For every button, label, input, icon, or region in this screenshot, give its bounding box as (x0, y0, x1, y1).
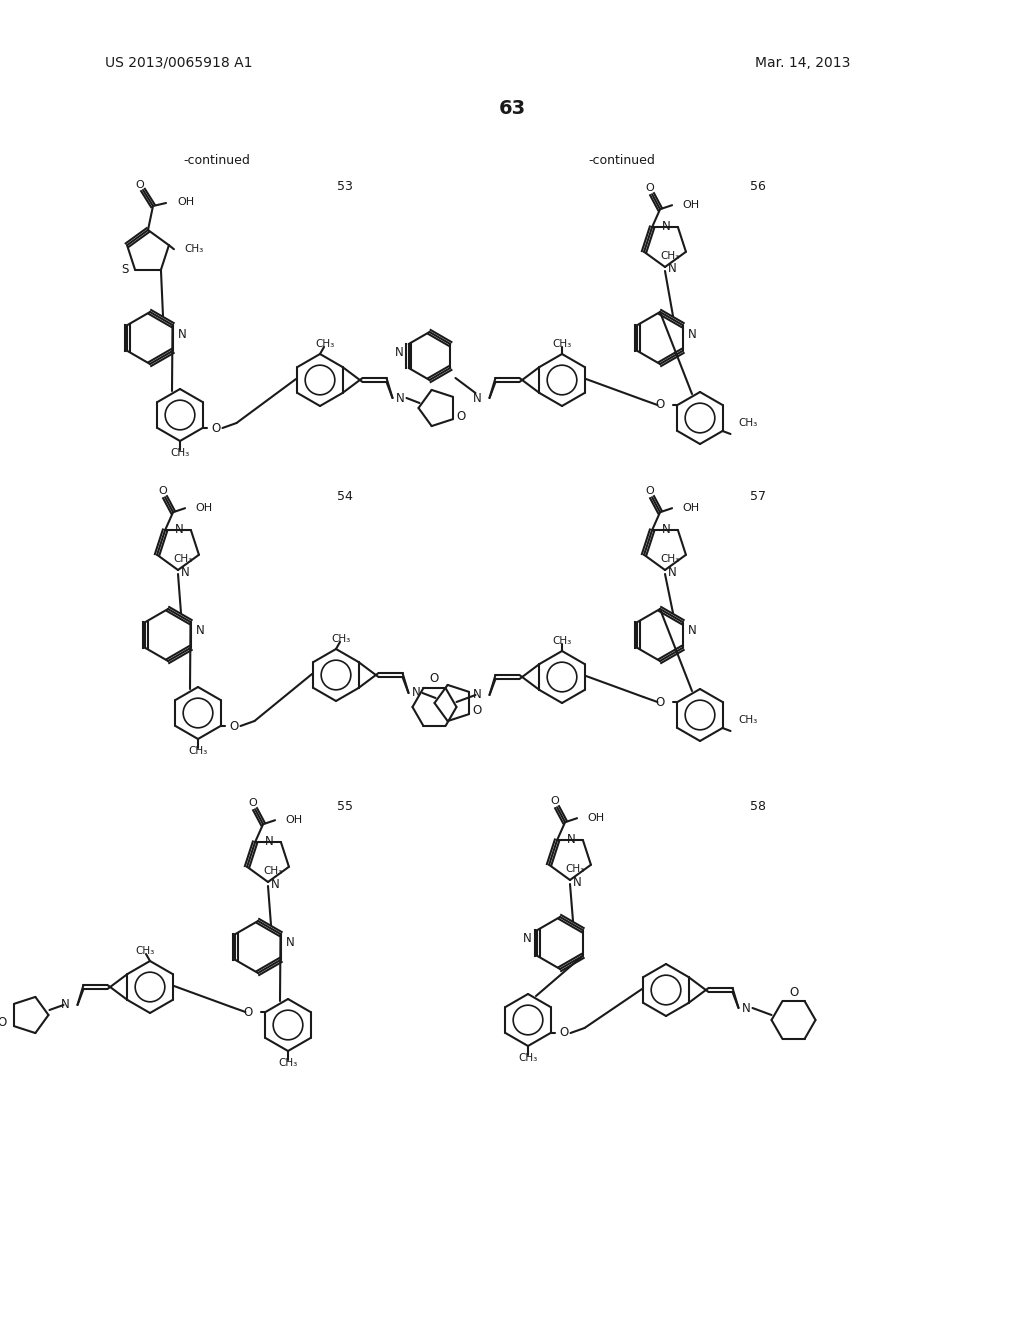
Text: N: N (196, 624, 205, 638)
Text: 53: 53 (337, 181, 353, 194)
Text: CH₃: CH₃ (552, 339, 571, 348)
Text: CH₃: CH₃ (552, 636, 571, 645)
Text: 58: 58 (750, 800, 766, 813)
Text: OH: OH (285, 816, 302, 825)
Text: O: O (0, 1016, 6, 1030)
Text: OH: OH (587, 813, 604, 824)
Text: CH₃: CH₃ (518, 1053, 538, 1063)
Text: US 2013/0065918 A1: US 2013/0065918 A1 (105, 55, 253, 70)
Text: CH₃: CH₃ (738, 715, 758, 725)
Text: O: O (249, 799, 257, 808)
Text: N: N (175, 523, 184, 536)
Text: N: N (286, 936, 295, 949)
Text: O: O (646, 486, 654, 496)
Text: N: N (180, 565, 189, 578)
Text: O: O (559, 1027, 568, 1040)
Text: 57: 57 (750, 490, 766, 503)
Text: O: O (551, 796, 559, 807)
Text: O: O (655, 399, 665, 412)
Text: OH: OH (177, 197, 195, 207)
Text: CH₃: CH₃ (170, 447, 189, 458)
Text: N: N (265, 834, 274, 847)
Text: O: O (229, 719, 239, 733)
Text: N: N (60, 998, 70, 1011)
Text: N: N (688, 327, 696, 341)
Text: 63: 63 (499, 99, 525, 117)
Text: CH₃: CH₃ (565, 863, 585, 874)
Text: N: N (572, 875, 582, 888)
Text: O: O (159, 486, 168, 496)
Text: 54: 54 (337, 490, 353, 503)
Text: N: N (742, 1002, 751, 1015)
Text: O: O (655, 696, 665, 709)
Text: CH₃: CH₃ (279, 1059, 298, 1068)
Text: O: O (646, 183, 654, 193)
Text: -continued: -continued (589, 153, 655, 166)
Text: CH₃: CH₃ (173, 554, 193, 564)
Text: CH₃: CH₃ (738, 418, 758, 428)
Text: N: N (394, 346, 403, 359)
Text: CH₃: CH₃ (315, 339, 335, 348)
Text: OH: OH (195, 503, 212, 513)
Text: N: N (396, 392, 404, 404)
Text: CH₃: CH₃ (660, 554, 679, 564)
Text: N: N (668, 565, 677, 578)
Text: OH: OH (682, 503, 699, 513)
Text: N: N (270, 878, 280, 891)
Text: O: O (456, 409, 465, 422)
Text: CH₃: CH₃ (188, 746, 208, 756)
Text: N: N (473, 392, 481, 404)
Text: N: N (688, 624, 696, 638)
Text: O: O (244, 1006, 253, 1019)
Text: O: O (472, 705, 481, 718)
Text: CH₃: CH₃ (660, 251, 679, 261)
Text: OH: OH (682, 201, 699, 210)
Text: N: N (473, 689, 481, 701)
Text: N: N (663, 523, 671, 536)
Text: S: S (122, 263, 129, 276)
Text: N: N (663, 219, 671, 232)
Text: O: O (135, 180, 144, 190)
Text: CH₃: CH₃ (263, 866, 283, 875)
Text: N: N (523, 932, 532, 945)
Text: 55: 55 (337, 800, 353, 813)
Text: 56: 56 (750, 181, 766, 194)
Text: CH₃: CH₃ (184, 244, 203, 255)
Text: N: N (668, 263, 677, 276)
Text: N: N (178, 327, 186, 341)
Text: O: O (430, 672, 439, 685)
Text: O: O (211, 421, 220, 434)
Text: -continued: -continued (183, 153, 251, 166)
Text: N: N (412, 686, 421, 700)
Text: O: O (788, 986, 798, 998)
Text: Mar. 14, 2013: Mar. 14, 2013 (755, 55, 850, 70)
Text: CH₃: CH₃ (135, 946, 155, 956)
Text: N: N (567, 833, 575, 846)
Text: CH₃: CH₃ (332, 634, 350, 644)
